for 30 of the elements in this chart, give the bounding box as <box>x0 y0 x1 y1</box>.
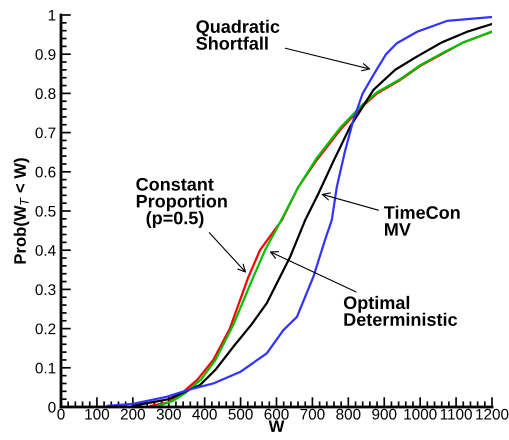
annotation: TimeCon MV <box>384 206 460 236</box>
annotation: Quadratic Shortfall <box>196 20 280 50</box>
x-axis-title: W <box>268 420 284 432</box>
annotation: Optimal Deterministic <box>344 296 458 326</box>
y-tick-label: 0.6 <box>36 166 56 178</box>
x-tick-label: 700 <box>300 408 325 420</box>
x-tick-label: 600 <box>264 408 289 420</box>
x-tick-label: 400 <box>192 408 217 420</box>
y-tick-label: 0.1 <box>36 362 56 374</box>
x-tick-label: 500 <box>228 408 253 420</box>
annotation: Constant Proportion (p=0.5) <box>136 178 227 228</box>
y-tick-label: 0.5 <box>36 206 56 217</box>
x-tick-label: 0 <box>57 408 65 420</box>
y-axis-title: Prob(W$_{T}$ < W) <box>14 158 30 264</box>
y-tick-label: 0 <box>48 402 56 413</box>
x-tick-label: 300 <box>156 408 181 420</box>
x-tick-label: 200 <box>120 408 145 420</box>
y-tick-label: 0.7 <box>36 127 56 138</box>
y-tick-label: 0.3 <box>36 284 56 296</box>
y-tick-label: 0.4 <box>36 245 56 256</box>
y-tick-label: 1 <box>48 10 56 21</box>
x-tick-label: 900 <box>372 408 396 420</box>
x-tick-label: 1100 <box>440 408 472 420</box>
y-tick-label: 0.2 <box>36 323 56 334</box>
x-tick-label: 1200 <box>476 408 508 420</box>
y-tick-label: 0.9 <box>36 49 56 60</box>
x-tick-label: 100 <box>85 408 110 420</box>
x-tick-label: 800 <box>336 408 360 420</box>
x-tick-label: 1000 <box>404 408 437 420</box>
y-tick-label: 0.8 <box>36 88 56 100</box>
